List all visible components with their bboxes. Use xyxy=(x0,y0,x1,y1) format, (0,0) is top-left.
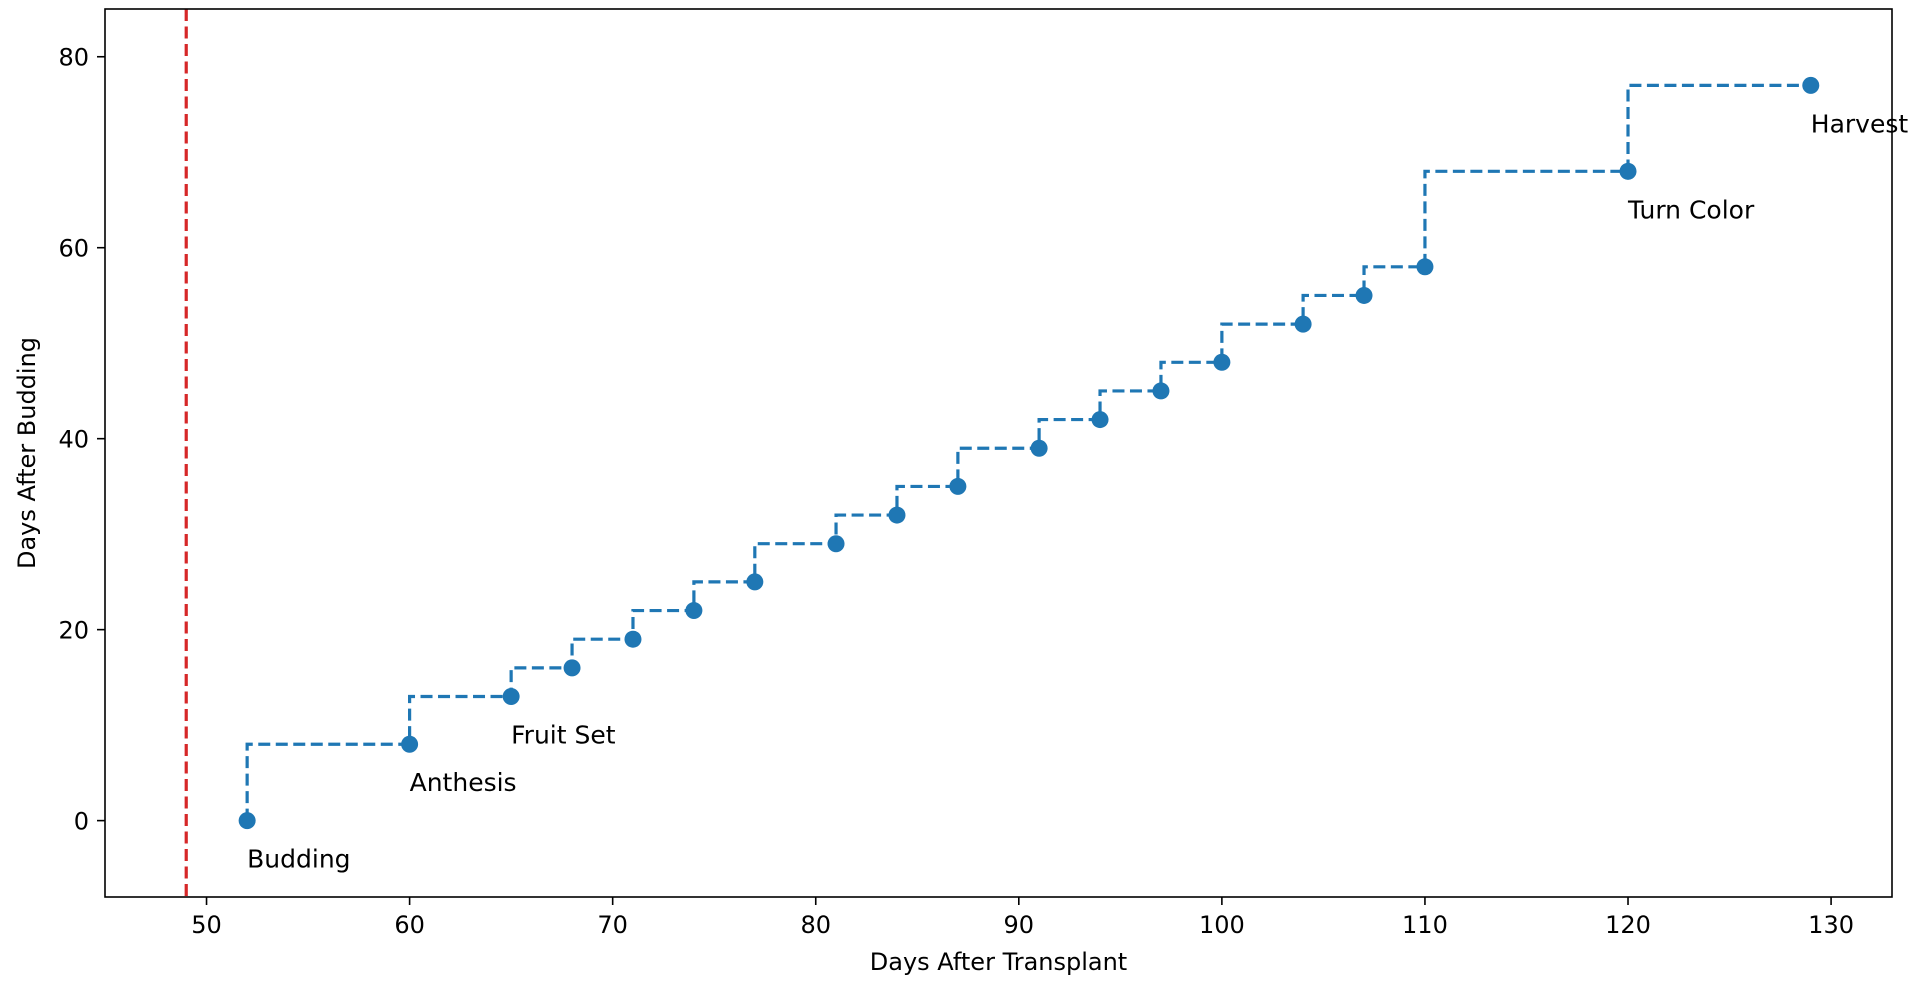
annotation-label: Anthesis xyxy=(410,768,517,797)
data-point xyxy=(1294,315,1312,333)
x-tick-label: 110 xyxy=(1402,911,1448,939)
x-tick-label: 50 xyxy=(191,911,222,939)
data-point xyxy=(1355,286,1373,304)
x-tick-label: 120 xyxy=(1605,911,1651,939)
data-point xyxy=(685,602,703,620)
x-tick-label: 90 xyxy=(1004,911,1035,939)
y-tick-label: 20 xyxy=(58,617,89,645)
y-axis-label: Days After Budding xyxy=(13,337,41,569)
data-point xyxy=(1030,439,1048,457)
y-tick-label: 80 xyxy=(58,44,89,72)
plot-frame xyxy=(104,8,1893,898)
annotation-label: Turn Color xyxy=(1627,195,1755,224)
x-tick-label: 60 xyxy=(394,911,425,939)
data-point xyxy=(1619,162,1637,180)
data-point xyxy=(1213,353,1231,371)
x-axis-label: Days After Transplant xyxy=(870,948,1127,976)
ticks-layer: 50 60 70 80 90 100 110 120 130 0 20 40 60 80 xyxy=(58,44,1854,939)
y-tick-label: 0 xyxy=(74,808,89,836)
data-point xyxy=(949,477,967,495)
annotation-label: Fruit Set xyxy=(511,720,616,749)
data-point xyxy=(1091,411,1109,429)
y-tick-label: 40 xyxy=(58,426,89,454)
annotation-label: Harvest xyxy=(1811,109,1909,138)
series-layer xyxy=(238,76,1820,830)
x-tick-label: 70 xyxy=(597,911,628,939)
x-tick-label: 80 xyxy=(800,911,831,939)
annotations-layer: Budding Anthesis Fruit Set Turn Color Harves… xyxy=(247,109,1908,873)
y-tick-label: 60 xyxy=(58,235,89,263)
data-point xyxy=(502,687,520,705)
data-point xyxy=(1152,382,1170,400)
x-tick-label: 100 xyxy=(1199,911,1245,939)
data-point xyxy=(238,812,256,830)
data-point xyxy=(624,630,642,648)
data-point xyxy=(401,735,419,753)
x-tick-label: 130 xyxy=(1808,911,1854,939)
data-point xyxy=(888,506,906,524)
data-point xyxy=(563,659,581,677)
data-point xyxy=(827,535,845,553)
series-step-line xyxy=(245,83,1811,821)
data-point xyxy=(1416,258,1434,276)
annotation-label: Budding xyxy=(247,845,350,874)
data-point xyxy=(1802,76,1820,94)
data-point xyxy=(746,573,764,591)
